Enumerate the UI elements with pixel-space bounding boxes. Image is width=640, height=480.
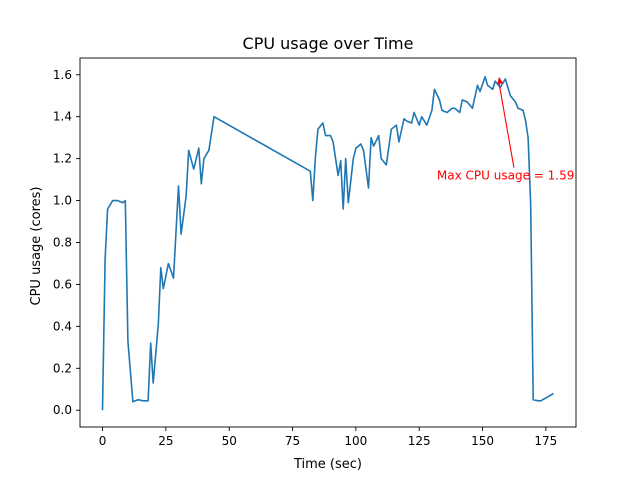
y-axis-ticks: 0.0 0.2 0.4 0.6 0.8 1.0 1.2 1.4 1.6 <box>53 68 80 417</box>
x-tick-label: 50 <box>222 434 237 448</box>
chart-title: CPU usage over Time <box>243 34 414 53</box>
x-axis-ticks: 0 25 50 75 100 125 150 175 <box>99 427 557 448</box>
y-tick-label: 1.4 <box>53 110 72 124</box>
x-axis-label: Time (sec) <box>293 457 362 472</box>
plot-area: 0 25 50 75 100 125 150 175 0.0 0.2 0.4 0.6 0.8 1.0 1.… <box>53 57 577 448</box>
x-tick-label: 175 <box>534 434 557 448</box>
y-tick-label: 0.0 <box>53 403 72 417</box>
x-tick-label: 100 <box>344 434 367 448</box>
y-tick-label: 1.0 <box>53 194 72 208</box>
y-tick-label: 1.2 <box>53 152 72 166</box>
series-line-cpu-usage <box>101 76 554 411</box>
axes-frame <box>79 57 577 428</box>
annotation-label: Max CPU usage = 1.59 <box>437 169 574 183</box>
x-tick-label: 25 <box>158 434 173 448</box>
annotation-arrow-head <box>497 76 504 85</box>
y-tick-label: 1.6 <box>53 68 72 82</box>
y-axis-label: CPU usage (cores) <box>29 187 44 306</box>
x-tick-label: 150 <box>471 434 494 448</box>
y-tick-label: 0.6 <box>53 277 72 291</box>
x-tick-label: 75 <box>285 434 300 448</box>
x-tick-label: 125 <box>408 434 431 448</box>
y-tick-label: 0.4 <box>53 319 72 333</box>
y-tick-label: 0.8 <box>53 236 72 250</box>
y-tick-label: 0.2 <box>53 361 72 375</box>
max-annotation: Max CPU usage = 1.59 <box>437 76 574 183</box>
annotation-arrow-line <box>498 82 515 168</box>
x-tick-label: 0 <box>99 434 107 448</box>
